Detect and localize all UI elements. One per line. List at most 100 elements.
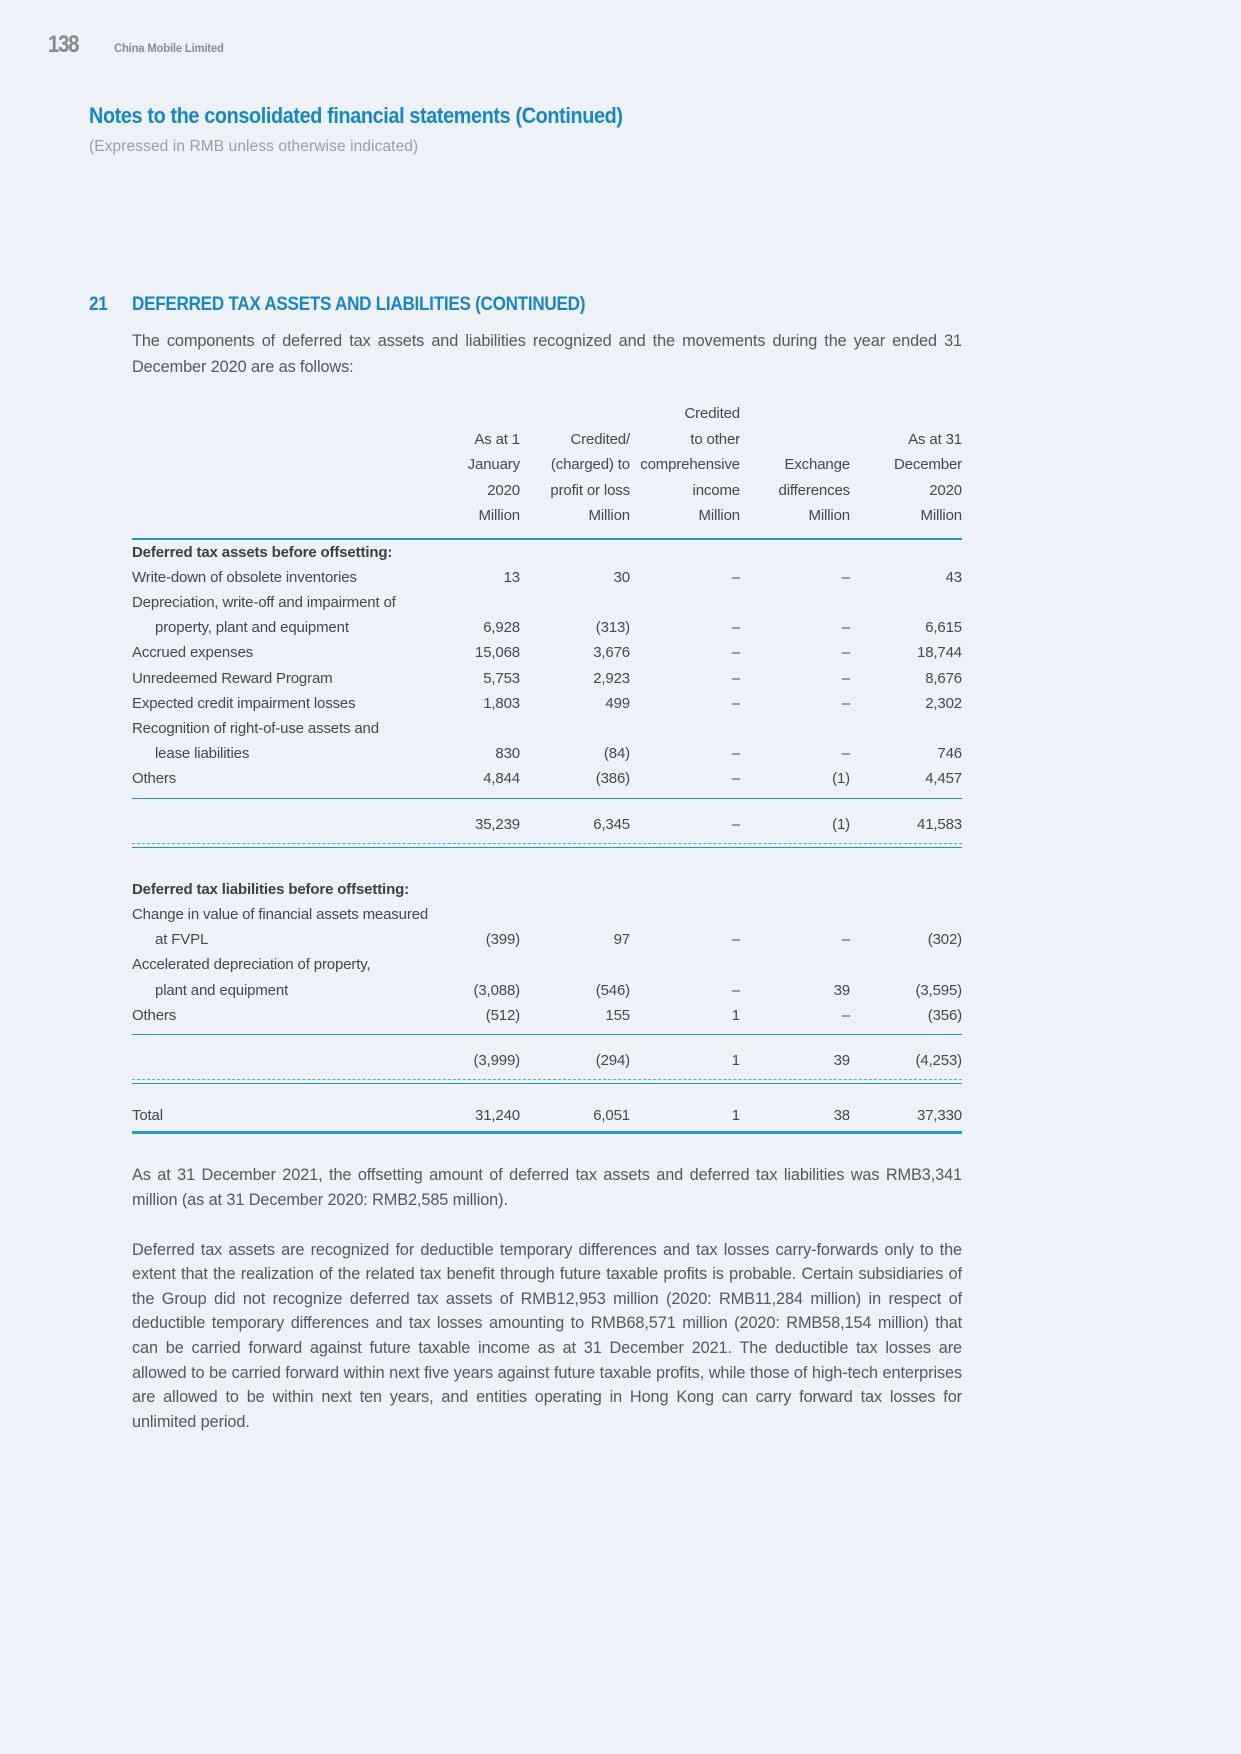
subtotal-value: (4,253) [915,1051,963,1069]
cell-value: – [731,745,740,763]
cell-value: 4,844 [483,770,520,788]
cell-value: – [731,981,740,999]
section-heading: 21 DEFERRED TAX ASSETS AND LIABILITIES (… [89,294,969,316]
column-header-line: Credited/ [570,430,630,448]
section-number: 21 [89,294,108,315]
row-label: Others [132,1006,177,1024]
row-label: Change in value of financial assets meas… [132,905,429,923]
table-row: Expected credit impairment losses 1,803 49… [132,691,962,716]
subtotal-value: (294) [595,1051,630,1069]
cell-value: 13 [503,568,521,586]
document-title-block: Notes to the consolidated financial stat… [89,103,989,156]
subtotal-value: 35,239 [475,815,520,833]
column-header-line: profit or loss [550,481,630,499]
note-section: 21 DEFERRED TAX ASSETS AND LIABILITIES (… [89,294,969,1434]
table-row: Others (512) 155 1 – (356) [132,1003,962,1028]
table-subtotal-row: 35,239 6,345 – (1) 41,583 [132,812,962,837]
table-dashed-rule [132,1079,962,1085]
table-row: Recognition of right-of-use assets and [132,716,962,741]
deferred-tax-table: As at 1 January 2020 Million Credited/ (charg… [132,401,963,1135]
column-header-line: comprehensive [640,456,740,473]
subtotal-label [132,1048,412,1073]
table-column-headers: As at 1 January 2020 Million Credited/ (charg… [132,401,962,529]
document-subtitle: (Expressed in RMB unless otherwise indic… [89,138,419,155]
document-title: Notes to the consolidated financial stat… [89,103,623,128]
cell-value: – [731,770,740,788]
cell-value: (313) [595,619,630,637]
cell-value: 830 [495,745,520,763]
subtotal-value: 39 [833,1051,851,1069]
column-header: Credited/ (charged) to profit or loss Milli… [520,401,630,529]
cell-value: (3,088) [473,981,521,999]
column-header-line: December [894,456,962,473]
column-header-line: (charged) to [550,456,630,473]
subtotal-value: (3,999) [473,1051,521,1069]
row-label: Recognition of right-of-use assets and [132,719,379,737]
table-subtotal-rule [132,797,962,799]
subtotal-value: – [731,815,740,833]
total-label: Total [132,1107,163,1125]
cell-value: – [841,619,850,637]
cell-value: 2,923 [593,669,630,687]
cell-value: – [731,669,740,687]
column-header: Exchange differences Million [740,401,851,529]
subtotal-value: 1 [731,1051,740,1069]
table-row: Unredeemed Reward Program 5,753 2,923 – – 8,6… [132,666,962,691]
row-label: plant and equipment [155,981,289,999]
table-subtotal-rule [132,1033,962,1035]
row-label: Accrued expenses [132,644,254,662]
section-heading-label: Deferred tax liabilities before offsetti… [132,880,409,898]
cell-value: (512) [485,1006,520,1024]
column-header-line: Million [588,507,631,524]
cell-value: – [841,745,850,763]
table-row: Accrued expenses 15,068 3,676 – – 18,744 [132,640,962,665]
table-header-rule [132,537,962,540]
column-header-spacer [132,401,412,529]
column-header-line: As at 31 [908,430,962,448]
cell-value: 155 [605,1006,630,1024]
row-label: property, plant and equipment [155,619,349,637]
cell-value: 4,457 [925,770,962,788]
cell-value: (386) [595,770,630,788]
column-header: As at 31 December 2020 Million [850,401,962,529]
subtotal-label [132,812,412,837]
cell-value: – [731,931,740,949]
total-value: 37,330 [917,1107,962,1125]
column-header-line: to other [690,430,740,448]
cell-value: 5,753 [483,669,520,687]
cell-value: 30 [613,568,631,586]
table-row: Depreciation, write-off and impairment o… [132,590,962,615]
cell-value: – [841,568,850,586]
cell-value: – [841,1006,850,1024]
cell-value: 6,928 [483,619,520,637]
row-label: lease liabilities [155,745,250,763]
cell-value: – [841,694,850,712]
table-total-row: Total 31,240 6,051 1 38 37,330 [132,1103,962,1128]
table-row: Others 4,844 (386) – (1) 4,457 [132,766,962,791]
total-value: 38 [833,1107,851,1125]
table-row: Accelerated depreciation of property, [132,952,962,977]
cell-value: 499 [605,694,630,712]
cell-value: 43 [945,568,963,586]
table-subtotal-row: (3,999) (294) 1 39 (4,253) [132,1048,963,1073]
subtotal-value: (1) [832,815,850,833]
table-row: plant and equipment (3,088) (546) – 39 (3,595… [132,978,962,1003]
section-title: DEFERRED TAX ASSETS AND LIABILITIES (CON… [132,294,586,315]
row-label: Others [132,770,177,788]
column-header-line: 2020 [487,481,520,499]
company-name: China Mobile Limited [113,41,224,55]
cell-value: 746 [937,745,962,763]
column-header-line: As at 1 [474,430,520,448]
table-row: Write-down of obsolete inventories 13 30 – –… [132,565,962,590]
cell-value: (3,595) [915,981,963,999]
cell-value: – [731,619,740,637]
cell-value: (1) [832,770,850,788]
column-header-line: 2020 [929,481,962,499]
column-header-line: Exchange [784,456,850,473]
column-header: Credited to other comprehensive income Milli… [630,401,740,529]
column-header-line: Credited [684,405,741,422]
page-number: 138 [48,31,79,58]
row-label: Write-down of obsolete inventories [132,568,357,586]
table-dashed-rule [132,842,962,848]
cell-value: (302) [927,931,962,949]
